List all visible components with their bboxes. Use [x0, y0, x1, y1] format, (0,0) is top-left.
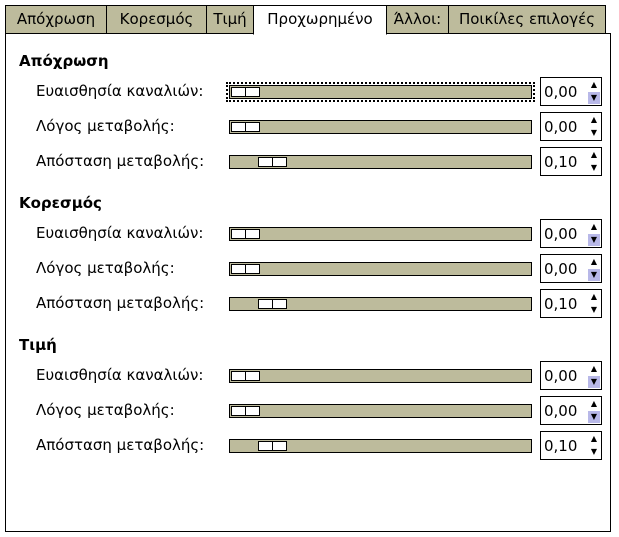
- tab-hue[interactable]: Απόχρωση: [5, 5, 107, 34]
- spin-down-icon[interactable]: ▼: [588, 376, 600, 388]
- saturation-channel-sensitivity-label: Ευαισθησία καναλιών:: [36, 224, 204, 242]
- spin-down-icon[interactable]: ▼: [588, 92, 600, 104]
- value-change-distance-value[interactable]: 0,10: [544, 437, 578, 455]
- saturation-change-ratio-label: Λόγος μεταβολής:: [36, 259, 175, 277]
- hue-change-ratio-slider-thumb[interactable]: [231, 122, 260, 132]
- saturation-change-ratio-spinbox[interactable]: 0,00 ▲ ▼: [540, 254, 602, 283]
- value-channel-sensitivity-label: Ευαισθησία καναλιών:: [36, 366, 204, 384]
- value-change-distance-label: Απόσταση μεταβολής:: [36, 436, 205, 454]
- spin-down-icon[interactable]: ▼: [588, 411, 600, 423]
- hue-channel-sensitivity-label: Ευαισθησία καναλιών:: [36, 82, 204, 100]
- spin-up-icon[interactable]: ▲: [590, 399, 598, 408]
- saturation-change-distance-value[interactable]: 0,10: [544, 295, 578, 313]
- value-change-distance-slider[interactable]: [229, 439, 532, 453]
- hue-channel-sensitivity-spinbox[interactable]: 0,00 ▲ ▼: [540, 77, 602, 106]
- section-title-value: Τιμή: [19, 336, 57, 354]
- tab-value[interactable]: Τιμή: [206, 5, 254, 34]
- spin-down-icon[interactable]: ▼: [588, 234, 600, 246]
- saturation-change-ratio-slider[interactable]: [229, 262, 532, 276]
- saturation-channel-sensitivity-slider-thumb[interactable]: [231, 229, 260, 239]
- saturation-channel-sensitivity-slider[interactable]: [229, 227, 532, 241]
- value-channel-sensitivity-slider[interactable]: [229, 369, 532, 383]
- value-change-ratio-label: Λόγος μεταβολής:: [36, 401, 175, 419]
- spin-down-icon[interactable]: ▼: [590, 447, 598, 456]
- spin-down-icon[interactable]: ▼: [590, 163, 598, 172]
- hue-change-distance-label: Απόσταση μεταβολής:: [36, 152, 205, 170]
- section-title-hue: Απόχρωση: [19, 52, 109, 70]
- hue-channel-sensitivity-slider-thumb[interactable]: [231, 87, 260, 97]
- spin-arrows: ▲ ▼: [588, 256, 600, 281]
- spin-up-icon[interactable]: ▲: [590, 80, 598, 89]
- hue-change-ratio-slider[interactable]: [229, 120, 532, 134]
- tab-other[interactable]: Άλλοι:: [386, 5, 449, 34]
- saturation-channel-sensitivity-spinbox[interactable]: 0,00 ▲ ▼: [540, 219, 602, 248]
- spin-up-icon[interactable]: ▲: [590, 150, 598, 159]
- hue-change-ratio-label: Λόγος μεταβολής:: [36, 117, 175, 135]
- saturation-change-distance-slider-thumb[interactable]: [258, 299, 287, 309]
- saturation-change-ratio-value[interactable]: 0,00: [544, 260, 578, 278]
- saturation-change-distance-spinbox[interactable]: 0,10 ▲ ▼: [540, 289, 602, 318]
- section-title-saturation: Κορεσμός: [19, 194, 102, 212]
- spin-up-icon[interactable]: ▲: [590, 115, 598, 124]
- tab-misc-options[interactable]: Ποικίλες επιλογές: [448, 5, 606, 34]
- tab-advanced[interactable]: Προχωρημένο: [253, 5, 387, 35]
- value-channel-sensitivity-slider-thumb[interactable]: [231, 371, 260, 381]
- value-change-ratio-slider-thumb[interactable]: [231, 406, 260, 416]
- saturation-channel-sensitivity-value[interactable]: 0,00: [544, 225, 578, 243]
- spin-arrows: ▲ ▼: [588, 398, 600, 423]
- spin-arrows: ▲ ▼: [588, 149, 600, 174]
- hue-change-distance-slider[interactable]: [229, 155, 532, 169]
- saturation-change-ratio-slider-thumb[interactable]: [231, 264, 260, 274]
- value-change-distance-spinbox[interactable]: 0,10 ▲ ▼: [540, 431, 602, 460]
- hue-channel-sensitivity-value[interactable]: 0,00: [544, 83, 578, 101]
- hue-change-ratio-spinbox[interactable]: 0,00 ▲ ▼: [540, 112, 602, 141]
- spin-down-icon[interactable]: ▼: [590, 128, 598, 137]
- spin-up-icon[interactable]: ▲: [590, 257, 598, 266]
- hue-change-distance-spinbox[interactable]: 0,10 ▲ ▼: [540, 147, 602, 176]
- saturation-change-distance-label: Απόσταση μεταβολής:: [36, 294, 205, 312]
- spin-arrows: ▲ ▼: [588, 433, 600, 458]
- spin-arrows: ▲ ▼: [588, 221, 600, 246]
- spin-down-icon[interactable]: ▼: [590, 305, 598, 314]
- hue-change-distance-slider-thumb[interactable]: [258, 157, 287, 167]
- value-channel-sensitivity-value[interactable]: 0,00: [544, 367, 578, 385]
- value-change-distance-slider-thumb[interactable]: [258, 441, 287, 451]
- value-channel-sensitivity-spinbox[interactable]: 0,00 ▲ ▼: [540, 361, 602, 390]
- value-change-ratio-slider[interactable]: [229, 404, 532, 418]
- spin-arrows: ▲ ▼: [588, 291, 600, 316]
- spin-up-icon[interactable]: ▲: [590, 364, 598, 373]
- spin-arrows: ▲ ▼: [588, 114, 600, 139]
- value-change-ratio-value[interactable]: 0,00: [544, 402, 578, 420]
- spin-up-icon[interactable]: ▲: [590, 292, 598, 301]
- spin-arrows: ▲ ▼: [588, 363, 600, 388]
- hue-change-distance-value[interactable]: 0,10: [544, 153, 578, 171]
- spin-down-icon[interactable]: ▼: [588, 269, 600, 281]
- tab-saturation[interactable]: Κορεσμός: [106, 5, 207, 34]
- hue-channel-sensitivity-slider[interactable]: [226, 82, 535, 102]
- advanced-panel: [5, 33, 611, 532]
- saturation-change-distance-slider[interactable]: [229, 297, 532, 311]
- hue-change-ratio-value[interactable]: 0,00: [544, 118, 578, 136]
- spin-up-icon[interactable]: ▲: [590, 434, 598, 443]
- spin-up-icon[interactable]: ▲: [590, 222, 598, 231]
- value-change-ratio-spinbox[interactable]: 0,00 ▲ ▼: [540, 396, 602, 425]
- spin-arrows: ▲ ▼: [588, 79, 600, 104]
